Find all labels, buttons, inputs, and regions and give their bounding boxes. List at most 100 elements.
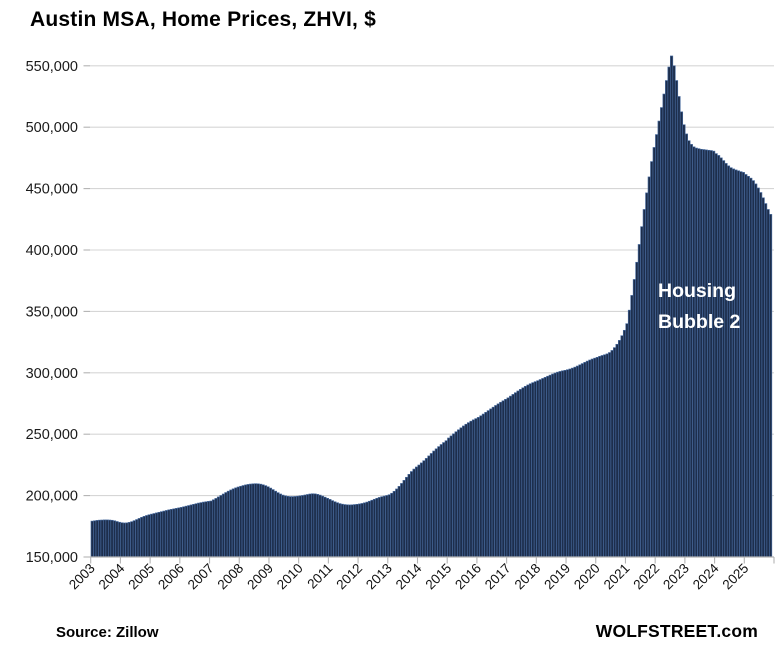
bar <box>558 371 562 558</box>
bar <box>479 415 483 558</box>
y-axis-labels: 150,000 200,000 250,000 300,000 350,000 400,0… <box>26 59 90 566</box>
bar <box>100 519 104 558</box>
x-axis-label: 2016 <box>452 561 484 593</box>
bar <box>457 429 461 558</box>
bar <box>454 431 458 558</box>
bar <box>127 522 131 558</box>
bar <box>687 140 691 558</box>
bar <box>541 378 545 558</box>
bar <box>224 492 228 558</box>
bar <box>566 369 570 558</box>
bar <box>382 495 386 558</box>
bar <box>464 423 468 558</box>
bar <box>276 492 280 558</box>
bar <box>122 522 126 558</box>
bar <box>385 495 389 558</box>
bar <box>231 488 235 558</box>
bar <box>221 493 226 558</box>
x-axis-label: 2025 <box>720 561 752 593</box>
bar <box>130 521 134 558</box>
bar <box>159 511 164 558</box>
bar <box>266 486 270 558</box>
bar <box>637 244 641 558</box>
bar <box>766 209 770 558</box>
bar <box>298 495 302 558</box>
bar <box>573 366 577 558</box>
bar <box>214 498 218 558</box>
bar <box>600 355 604 558</box>
bar <box>702 149 706 558</box>
bar <box>142 516 146 558</box>
bar <box>647 176 651 558</box>
y-axis-label: 400,000 <box>26 243 78 259</box>
bar <box>462 425 466 558</box>
bar <box>370 499 374 558</box>
bar <box>645 192 649 558</box>
bar <box>251 483 255 558</box>
bar <box>115 521 119 558</box>
bar <box>380 496 384 558</box>
y-axis-label: 200,000 <box>26 489 78 505</box>
bar <box>169 509 174 558</box>
bar <box>608 352 612 558</box>
bar <box>630 295 634 558</box>
y-axis-label: 550,000 <box>26 59 78 75</box>
bar <box>692 146 696 558</box>
bar <box>714 153 718 558</box>
bar <box>306 494 310 558</box>
bar <box>209 500 213 558</box>
bar <box>717 155 721 558</box>
bar <box>132 520 136 558</box>
bar <box>731 168 736 558</box>
bar <box>392 490 396 558</box>
bar <box>353 504 357 558</box>
bar <box>504 398 508 558</box>
bar <box>736 170 740 558</box>
bar <box>108 519 112 558</box>
bar <box>303 494 307 558</box>
bar <box>590 358 594 558</box>
bar <box>635 261 639 558</box>
x-axis-label: 2012 <box>333 561 365 593</box>
bar <box>514 392 518 558</box>
housing-bubble-annotation: Housing Bubble 2 <box>658 276 740 338</box>
x-axis-label: 2009 <box>244 561 276 593</box>
bar <box>746 175 750 558</box>
bar <box>563 370 567 558</box>
bar <box>481 413 485 558</box>
bar <box>652 147 656 558</box>
bar <box>449 435 453 558</box>
bar <box>135 519 139 558</box>
bar <box>605 353 609 558</box>
bar <box>615 343 619 558</box>
bar <box>236 486 240 558</box>
bar <box>466 422 471 558</box>
bar <box>568 368 572 558</box>
y-axis-label: 250,000 <box>26 427 78 443</box>
bar <box>318 494 322 558</box>
bar <box>246 484 250 558</box>
bar <box>256 483 260 558</box>
x-axis-labels: 2003200420052006200720082009201020112012… <box>66 560 751 592</box>
bar <box>174 508 178 558</box>
bar <box>484 412 488 558</box>
bar <box>177 507 181 558</box>
bar <box>432 450 436 558</box>
bar <box>620 335 624 558</box>
bar <box>721 160 726 558</box>
bar <box>95 520 99 558</box>
bar <box>147 514 151 558</box>
bar <box>348 504 352 558</box>
x-axis-label: 2022 <box>630 561 662 593</box>
bar <box>442 442 446 558</box>
bar <box>429 453 433 558</box>
bar <box>197 502 201 558</box>
bar <box>719 157 723 558</box>
bar <box>523 385 528 558</box>
x-axis-label: 2015 <box>422 561 454 593</box>
bar <box>407 474 411 558</box>
bar <box>729 167 733 558</box>
bar <box>117 521 122 558</box>
bar <box>263 485 268 558</box>
